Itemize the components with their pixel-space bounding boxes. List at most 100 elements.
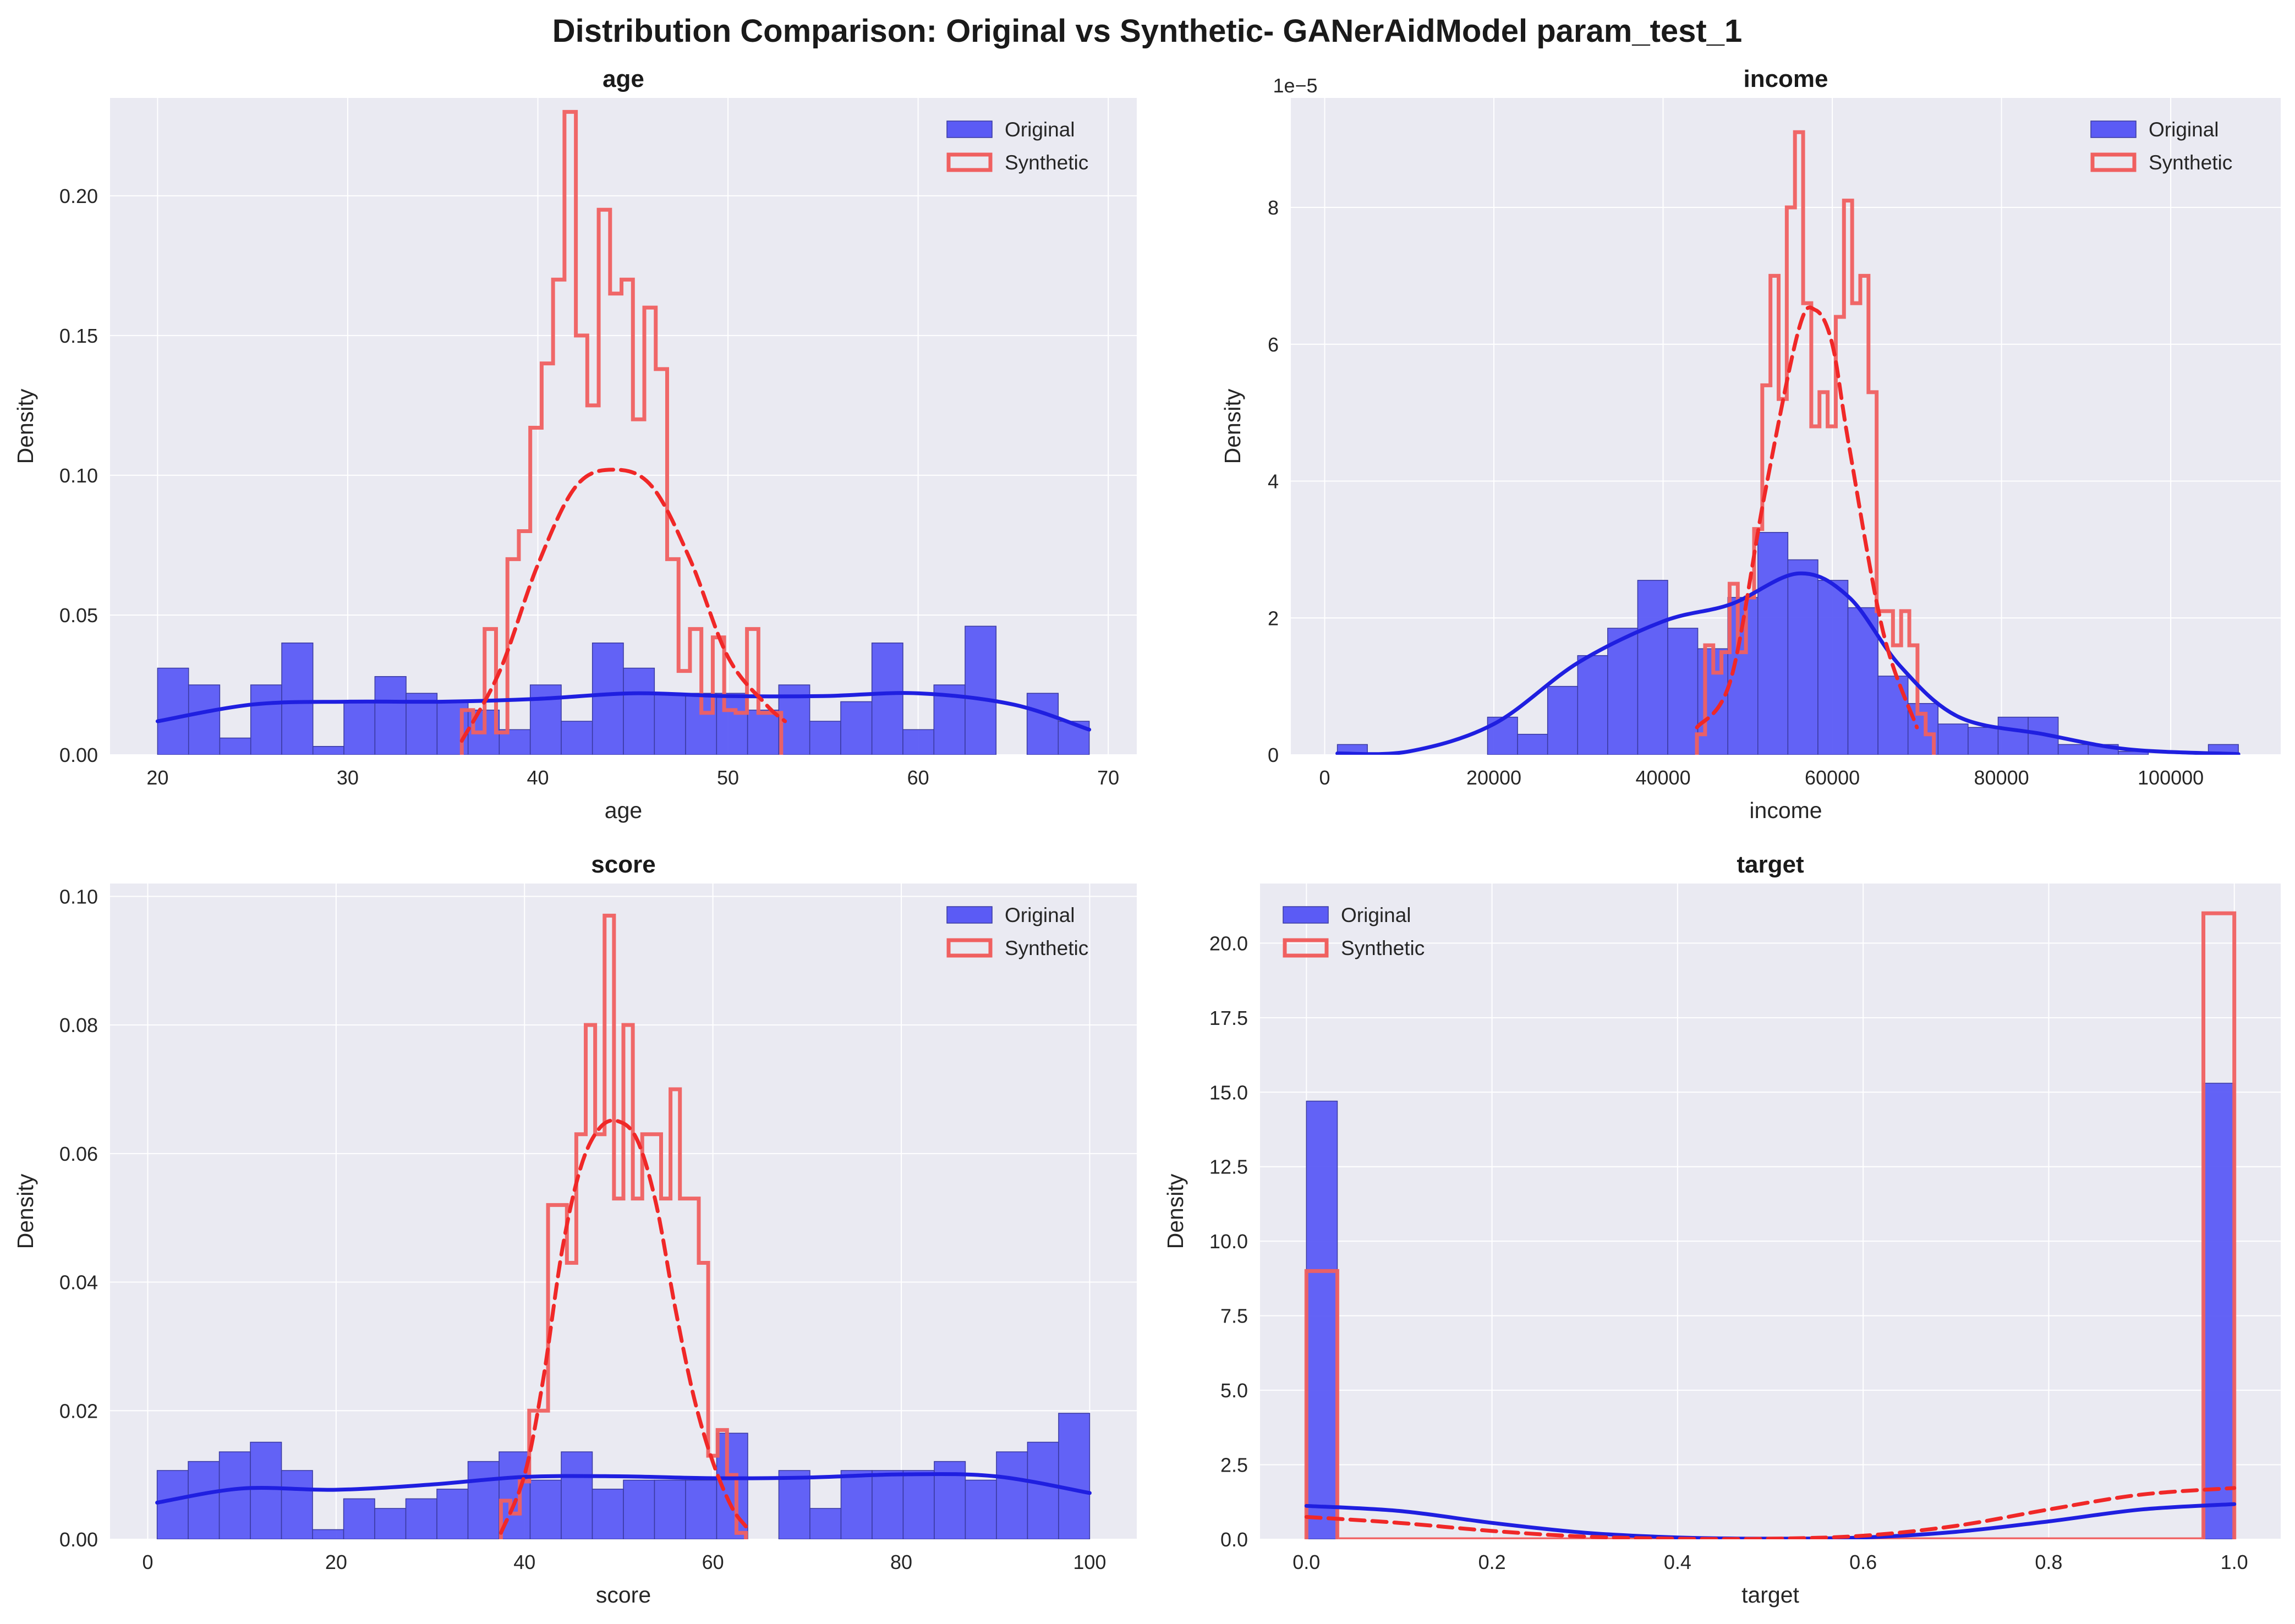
original-bar [716,693,748,755]
original-bar [1306,1100,1338,1539]
y-tick-label: 0.00 [59,1528,98,1551]
legend: Original Synthetic [946,118,1088,174]
x-tick-label: 60 [702,1551,724,1573]
plot-marks [1335,130,2241,755]
original-kde-line [155,691,1092,732]
y-tick-label: 0.20 [59,185,98,207]
original-bar [467,1461,500,1539]
original-bar [250,684,282,755]
x-tick-label: 20000 [1466,766,1521,789]
plot-marks [155,913,1092,1539]
x-tick-label: 100000 [2138,766,2204,789]
legend-swatch-original [1283,906,1329,924]
x-tick-label: 40 [527,766,549,789]
plot-marks [155,109,1092,755]
original-bar [1997,716,2029,755]
legend-swatch-original [946,120,993,138]
original-bar [654,693,686,755]
y-axis-label: Density [1163,1173,1188,1249]
original-bar [1787,559,1819,755]
synthetic-kde-line [1304,1486,2237,1539]
y-tick-label: 0.08 [59,1014,98,1036]
y-tick-label: 17.5 [1209,1007,1248,1029]
original-kde-line [1335,571,2241,755]
original-bar [529,684,562,755]
original-bar [809,721,841,755]
original-bar [529,1479,562,1539]
original-bar [343,701,376,755]
subplot-title: age [602,65,644,92]
original-bar [872,1470,904,1539]
original-bar [1517,733,1548,755]
original-bar [1757,532,1789,755]
legend-swatch-original [946,906,993,924]
legend-label-synthetic: Synthetic [1341,937,1425,959]
original-bar [219,737,251,755]
legend-swatch-original [2090,120,2137,138]
y-tick-label: 0.10 [59,885,98,908]
original-bar [623,1479,655,1539]
original-bar [1937,723,1969,755]
original-bar [809,1508,842,1539]
original-bar [218,1451,251,1539]
y-tick-label: 0.0 [1220,1528,1248,1551]
legend-label-original: Original [2149,118,2219,141]
y-tick-label: 0.15 [59,325,98,347]
original-bar [343,1498,375,1539]
original-bar [840,1470,873,1539]
y-axis-label: Density [13,1173,38,1249]
original-bar [591,643,624,755]
original-bar [747,709,780,755]
legend-label-original: Original [1341,904,1411,926]
original-bar [157,667,189,755]
original-bar [1877,676,1909,755]
original-bar [1667,628,1699,755]
x-tick-label: 1.0 [2221,1551,2248,1573]
original-kde-line [155,1472,1092,1505]
x-tick-label: 20 [146,766,168,789]
x-tick-label: 0.0 [1292,1551,1320,1573]
legend-swatch-synthetic [946,938,993,958]
x-axis-label: score [596,1582,651,1607]
plot-marks [1304,911,2237,1539]
y-tick-label: 20.0 [1209,932,1248,954]
y-tick-label: 0.04 [59,1271,98,1294]
y-tick-label: 0.05 [59,604,98,627]
legend-swatch-synthetic [946,152,993,172]
original-bar [312,746,344,755]
y-tick-label: 8 [1268,196,1279,219]
original-bar [405,1498,437,1539]
x-axis-label: income [1749,798,1822,823]
subplot-age: 20 30 40 50 60 70 0.00 0.05 0.10 0.15 0.20 age age De… [13,65,1137,823]
original-bar [654,1479,686,1539]
y-tick-label: 0.00 [59,744,98,766]
subplots-area: 20 30 40 50 60 700.000.050.100.150.20ageageDe… [13,65,2281,1607]
synthetic-step-outline [1695,130,1936,755]
subplot-income: 0 20000 40000 60000 80000 100000 0 2 4 6 8 1e−5 inco… [1220,65,2281,823]
figure-title: Distribution Comparison: Original vs Syn… [552,13,1742,49]
legend-label-original: Original [1005,904,1075,926]
subplot-title: target [1737,851,1804,878]
x-tick-label: 50 [717,766,739,789]
legend: Original Synthetic [1283,904,1425,959]
y-tick-label: 5.0 [1220,1379,1248,1402]
original-bar [281,643,314,755]
original-bar [871,643,903,755]
original-bar [1968,727,1999,755]
original-bar [2203,1083,2235,1539]
original-bar [965,626,997,755]
x-tick-label: 20 [325,1551,347,1573]
y-tick-label: 0.06 [59,1143,98,1165]
x-tick-label: 0.2 [1478,1551,1506,1573]
y-tick-label: 7.5 [1220,1305,1248,1327]
x-tick-label: 0 [142,1551,153,1573]
original-bar [1547,685,1578,755]
y-tick-label: 2 [1268,607,1279,629]
original-bar [840,701,873,755]
subplot-title: income [1743,65,1828,92]
synthetic-kde-line [459,468,787,743]
original-bar [965,1479,997,1539]
x-axis-label: target [1741,1582,1799,1607]
x-tick-label: 70 [1097,766,1119,789]
legend-label-synthetic: Synthetic [2149,151,2232,174]
